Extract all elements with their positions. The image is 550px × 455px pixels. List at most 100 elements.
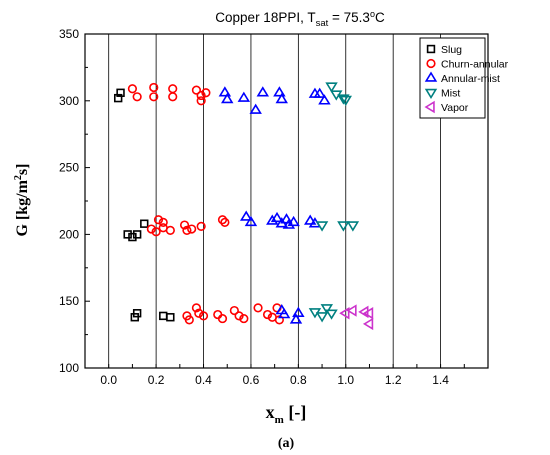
annular-mist-point bbox=[313, 87, 326, 98]
annular-mist-point bbox=[239, 210, 253, 221]
x-axis-ticks: 0.0 0.2 0.4 0.6 0.8 1.0 1.2 1.4 bbox=[84, 364, 489, 387]
churn-annular-point bbox=[253, 303, 263, 313]
slug-point bbox=[132, 230, 142, 239]
chart-title-degree: o bbox=[370, 9, 375, 19]
slug-point bbox=[140, 219, 149, 228]
churn-annular-point bbox=[149, 82, 159, 93]
x-axis-label: xm [-] bbox=[266, 402, 307, 426]
annular-mist-point bbox=[282, 218, 296, 229]
vapor-point bbox=[339, 307, 350, 320]
x-tick-label: 1.2 bbox=[385, 373, 402, 387]
y-axis-label: G [kg/m2s] bbox=[13, 163, 31, 236]
annular-mist-point bbox=[256, 86, 270, 97]
churn-annular-point bbox=[196, 221, 206, 231]
churn-annular-point bbox=[184, 315, 194, 325]
churn-annular-point bbox=[149, 92, 159, 102]
chart-title-rest: = 75.3 bbox=[328, 10, 370, 25]
x-tick-label: 0.0 bbox=[100, 373, 117, 387]
churn-annular-point bbox=[179, 220, 190, 230]
mist-point bbox=[320, 304, 334, 315]
x-tick-label: 0.8 bbox=[290, 373, 307, 387]
x-axis-label-main: x bbox=[266, 402, 275, 422]
annular-mist-point bbox=[249, 103, 262, 114]
annular-mist-point bbox=[292, 306, 305, 317]
annular-mist-point bbox=[221, 92, 234, 104]
x-axis-label-unit: [-] bbox=[284, 402, 306, 422]
churn-annular-point bbox=[165, 225, 175, 235]
annular-mist-point bbox=[266, 214, 279, 225]
y-tick-label: 150 bbox=[59, 294, 79, 308]
slug-point bbox=[166, 313, 175, 322]
figure-caption: (a) bbox=[278, 436, 295, 451]
legend-marker-churn-annular bbox=[426, 58, 436, 69]
mist-point bbox=[337, 94, 350, 105]
churn-annular-point bbox=[191, 85, 202, 95]
y-tick-label: 200 bbox=[59, 227, 79, 241]
mist-point bbox=[325, 82, 338, 93]
churn-annular-point bbox=[262, 309, 273, 320]
annular-mist-point bbox=[244, 215, 258, 227]
slug-point bbox=[113, 93, 123, 103]
legend-label-churn-annular: Churn-annular bbox=[441, 59, 509, 71]
churn-annular-point bbox=[198, 311, 209, 321]
legend-marker-annular-mist bbox=[424, 71, 438, 82]
y-axis-label-sup: 2 bbox=[13, 175, 24, 180]
churn-annular-point bbox=[158, 217, 168, 227]
churn-annular-point bbox=[239, 313, 249, 324]
chart-title-main: Copper 18PPI, T bbox=[215, 10, 315, 25]
legend-label-slug: Slug bbox=[441, 44, 462, 56]
legend-label-annular-mist: Annular-mist bbox=[441, 73, 500, 85]
churn-annular-point bbox=[182, 225, 192, 235]
churn-annular-point bbox=[196, 96, 206, 106]
churn-annular-point bbox=[196, 90, 206, 101]
annular-mist-point bbox=[277, 308, 291, 319]
x-tick-label: 1.4 bbox=[432, 373, 449, 387]
churn-annular-point bbox=[151, 227, 161, 237]
churn-annular-point bbox=[127, 84, 138, 94]
x-axis-label-sub: m bbox=[275, 414, 284, 426]
annular-mist-point bbox=[289, 313, 303, 324]
legend-label-mist: Mist bbox=[441, 88, 460, 100]
annular-mist-point bbox=[237, 91, 251, 102]
chart-title: Copper 18PPI, Tsat = 75.3oC bbox=[215, 9, 385, 29]
legend-label-vapor: Vapor bbox=[441, 102, 469, 114]
legend: Slug Churn-annular Annular-mist Mist Vapor bbox=[419, 37, 509, 119]
x-tick-label: 0.6 bbox=[243, 373, 260, 387]
churn-annular-point bbox=[146, 224, 156, 234]
mist-point bbox=[346, 221, 360, 232]
slug-point bbox=[159, 311, 168, 321]
annular-mist-point bbox=[218, 86, 232, 97]
vapor-point bbox=[362, 307, 374, 320]
y-tick-label: 250 bbox=[59, 161, 79, 175]
churn-annular-point bbox=[168, 84, 178, 94]
churn-annular-point bbox=[229, 305, 239, 316]
grid-lines bbox=[108, 34, 441, 368]
mist-point bbox=[315, 312, 329, 323]
churn-annular-point bbox=[217, 215, 228, 225]
y-axis-label-rest: s] bbox=[14, 163, 31, 175]
y-tick-label: 300 bbox=[59, 94, 79, 108]
annular-mist-point bbox=[287, 215, 300, 227]
annular-mist-point bbox=[270, 211, 284, 223]
mist-point bbox=[339, 95, 352, 107]
churn-annular-point bbox=[153, 215, 164, 225]
y-axis-label-main: G [kg/m bbox=[14, 179, 31, 236]
churn-annular-point bbox=[194, 308, 204, 318]
churn-annular-point bbox=[191, 303, 202, 313]
annular-mist-point bbox=[303, 214, 317, 225]
churn-annular-point bbox=[168, 92, 178, 102]
x-tick-label: 1.0 bbox=[337, 373, 354, 387]
annular-mist-point bbox=[275, 92, 288, 104]
churn-annular-point bbox=[234, 311, 244, 321]
vapor-point bbox=[346, 304, 357, 317]
legend-marker-vapor bbox=[424, 100, 435, 114]
chart-title-unit: C bbox=[375, 10, 385, 25]
y-tick-label: 100 bbox=[59, 361, 79, 375]
churn-annular-point bbox=[220, 217, 230, 227]
churn-annular-point bbox=[201, 88, 211, 98]
data-points bbox=[113, 82, 374, 331]
annular-mist-point bbox=[273, 86, 286, 97]
annular-mist-point bbox=[318, 94, 331, 105]
slug-point bbox=[116, 88, 125, 97]
